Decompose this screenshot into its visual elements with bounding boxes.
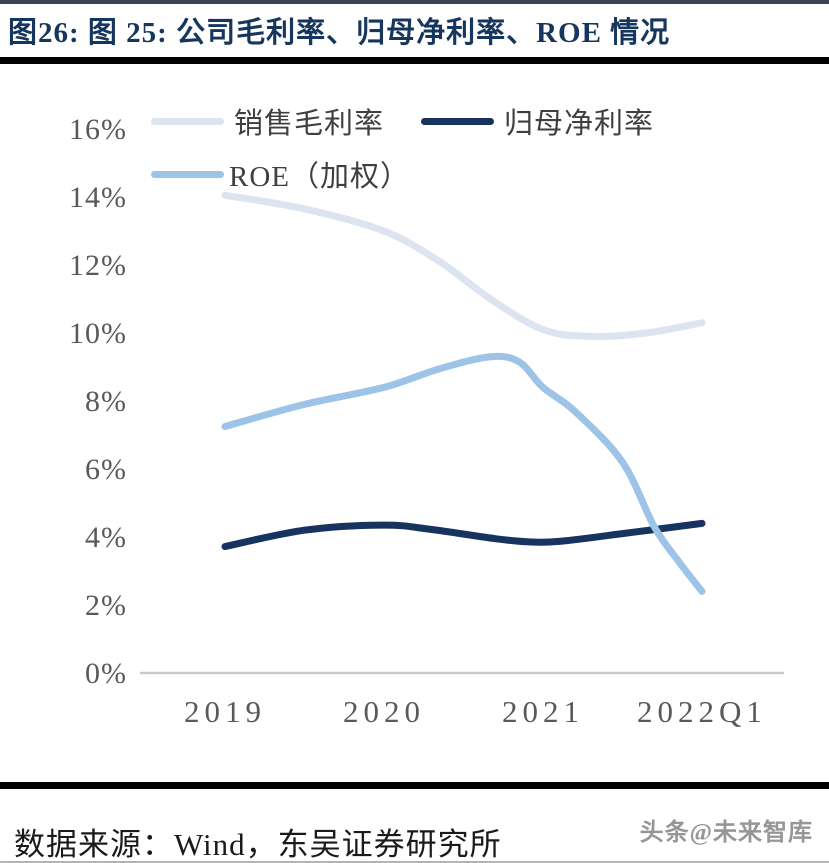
series-roe-line	[221, 352, 706, 595]
legend-row-1: 销售毛利率 归母净利率	[151, 106, 654, 140]
footer-separator-line	[0, 782, 829, 789]
y-tick-label: 10%	[69, 317, 127, 350]
legend-label-roe: ROE（加权）	[229, 161, 411, 193]
bottom-border-line	[0, 861, 829, 863]
y-tick-label: 2%	[85, 589, 127, 622]
legend-label-gross-margin: 销售毛利率	[234, 108, 385, 140]
chart-legend: 销售毛利率 归母净利率 ROE（加权）	[151, 106, 654, 193]
legend-row-2: ROE（加权）	[151, 159, 654, 193]
legend-swatch-net-margin	[421, 117, 495, 125]
y-tick-label: 16%	[69, 113, 127, 146]
watermark-text: 头条@未来智库	[639, 820, 813, 846]
line-chart-svg: 0% 2% 4% 6% 8% 10% 12% 14% 16% 2019 2020 2021 2022Q1	[69, 113, 784, 729]
x-tick-label: 2022Q1	[637, 694, 767, 729]
legend-swatch-roe	[151, 170, 224, 178]
series-net-margin-line	[221, 519, 706, 551]
top-border-line	[0, 0, 829, 4]
series-gross-margin-line	[221, 191, 706, 341]
x-tick-label: 2021	[502, 694, 584, 729]
legend-label-net-margin: 归母净利率	[504, 108, 655, 140]
data-source-text: 数据来源：Wind，东吴证券研究所	[14, 827, 502, 862]
legend-swatch-gross-margin	[151, 117, 224, 125]
title-separator-line	[0, 57, 829, 64]
y-tick-label: 8%	[85, 385, 127, 418]
y-tick-label: 12%	[69, 249, 127, 282]
figure-title: 图26: 图 25: 公司毛利率、归母净利率、ROE 情况	[8, 17, 671, 49]
y-tick-label: 4%	[85, 521, 127, 554]
y-tick-label: 0%	[85, 657, 127, 690]
y-tick-label: 14%	[69, 181, 127, 214]
x-tick-label: 2019	[184, 694, 266, 729]
y-tick-label: 6%	[85, 453, 127, 486]
x-tick-label: 2020	[343, 694, 425, 729]
